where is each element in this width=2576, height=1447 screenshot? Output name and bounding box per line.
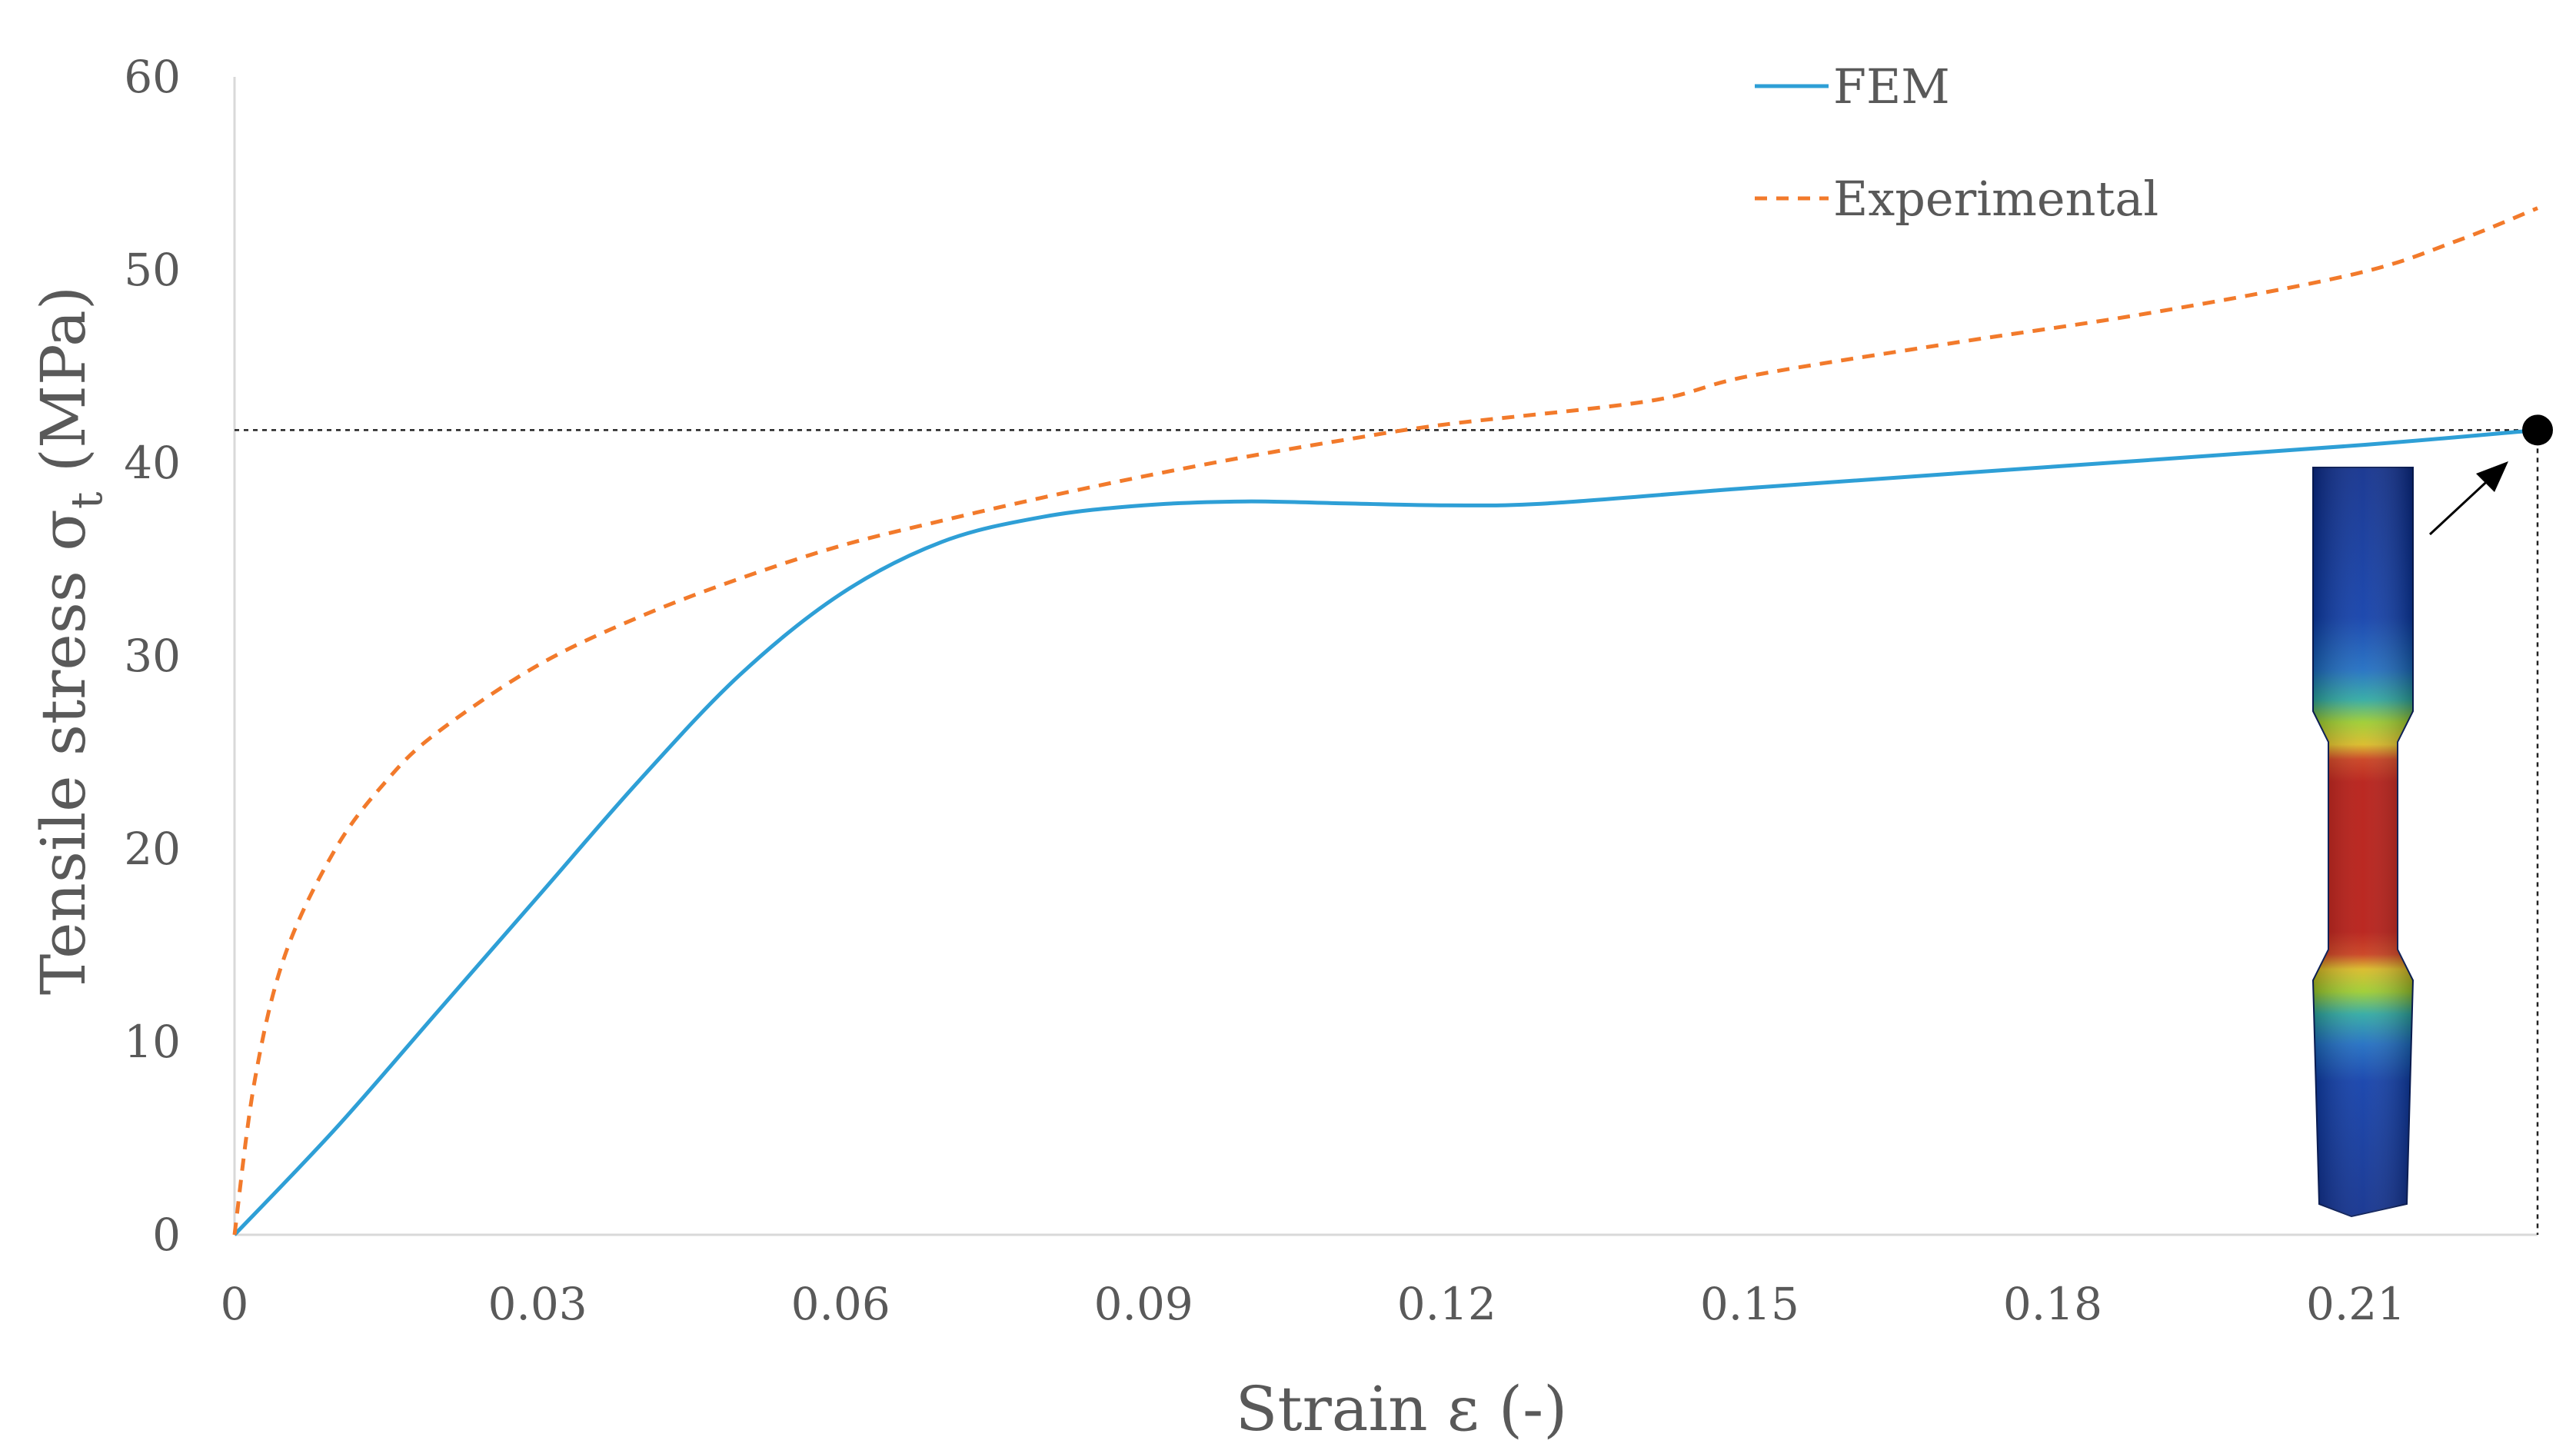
series bbox=[232, 206, 2538, 1236]
y-tick-label: 20 bbox=[124, 823, 181, 875]
legend: FEM Experimental bbox=[1755, 58, 2158, 227]
pointer-arrow-head bbox=[2476, 461, 2508, 492]
max-point-marker bbox=[2522, 414, 2553, 446]
y-tick-label: 0 bbox=[152, 1209, 181, 1261]
x-tick-label: 0.03 bbox=[488, 1278, 587, 1330]
y-axis-title-unit: (MPa) bbox=[28, 286, 99, 492]
x-tick-label: 0.18 bbox=[2003, 1278, 2102, 1330]
y-tick-label: 40 bbox=[124, 437, 181, 489]
pointer-arrow-line bbox=[2428, 473, 2496, 536]
y-tick-label: 50 bbox=[124, 244, 181, 296]
x-tick-label: 0.12 bbox=[1397, 1278, 1496, 1330]
x-tick-label: 0.15 bbox=[1700, 1278, 1799, 1330]
tick-labels: 0 0.03 0.06 0.09 0.12 0.15 0.18 0.21 0 10 20 30 40 50… bbox=[124, 51, 2405, 1330]
series-line-fem bbox=[233, 427, 2538, 1236]
reference-lines bbox=[235, 429, 2539, 1235]
series-line-experimental bbox=[232, 206, 2538, 1236]
x-tick-label: 0.21 bbox=[2306, 1278, 2405, 1330]
specimen-shading bbox=[2313, 467, 2413, 1216]
y-axis-title: Tensile stress σt (MPa) bbox=[28, 286, 112, 995]
x-axis-title: Strain ε (-) bbox=[1236, 1373, 1568, 1445]
specimen-inset bbox=[2311, 467, 2415, 1218]
x-tick-label: 0.06 bbox=[791, 1278, 890, 1330]
y-axis-title-subscript: t bbox=[62, 491, 112, 509]
annotations bbox=[2428, 414, 2553, 536]
y-tick-label: 30 bbox=[124, 630, 181, 682]
axes bbox=[233, 77, 2538, 1236]
x-tick-label: 0 bbox=[221, 1278, 249, 1330]
y-axis-title-main: Tensile stress σ bbox=[28, 509, 99, 995]
legend-label-experimental: Experimental bbox=[1833, 171, 2158, 227]
x-tick-label: 0.09 bbox=[1094, 1278, 1193, 1330]
legend-label-fem: FEM bbox=[1833, 58, 1950, 115]
y-tick-label: 60 bbox=[124, 51, 181, 103]
y-tick-label: 10 bbox=[124, 1016, 181, 1068]
